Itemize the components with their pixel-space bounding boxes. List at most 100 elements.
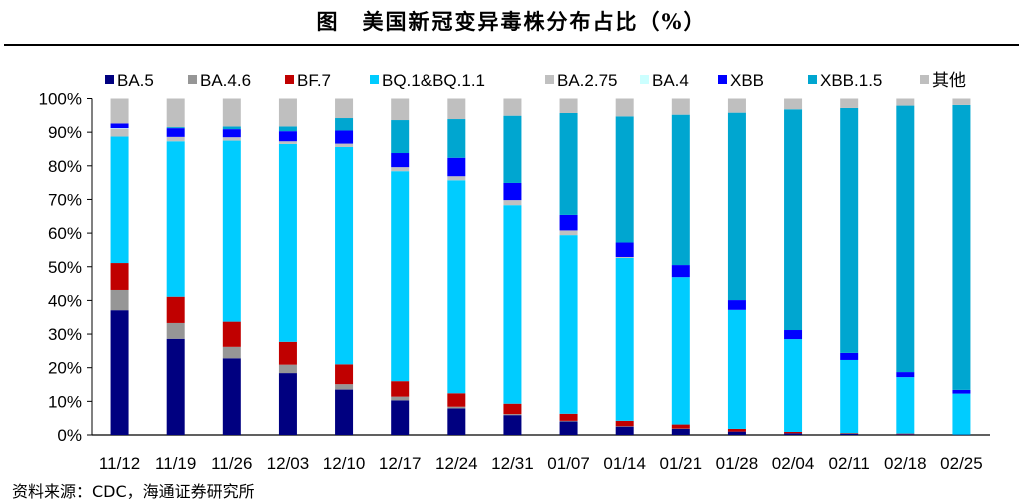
bar-segment--	[896, 98, 915, 106]
bar-segment-bq-1-bq-1-1	[222, 140, 241, 322]
bar-segment-ba-4-6	[559, 420, 578, 422]
bar-segment-bf-7	[615, 420, 634, 427]
bar-segment-bf-7	[278, 341, 297, 365]
bar-segment-bf-7	[110, 263, 129, 290]
legend-swatch	[808, 75, 817, 84]
bar-segment-ba-5	[615, 426, 634, 435]
legend-label: BA.2.75	[557, 71, 618, 90]
legend-swatch	[105, 75, 114, 84]
legend-label: BQ.1&BQ.1.1	[382, 71, 485, 90]
bar-segment-bf-7	[727, 428, 746, 432]
bar-segment-ba-2-75	[110, 128, 129, 137]
y-tick-label: 80%	[48, 157, 82, 176]
x-tick-label: 01/21	[660, 454, 703, 473]
bar-segment-ba-4-6	[391, 396, 410, 401]
bar-segment-bf-7	[391, 381, 410, 397]
y-tick-label: 10%	[48, 392, 82, 411]
x-tick-label: 02/25	[940, 454, 983, 473]
bar-segment-ba-5	[166, 338, 185, 435]
legend-swatch	[718, 75, 727, 84]
bar-segment-xbb-1-5	[166, 127, 185, 129]
bar-segment-bq-1-bq-1-1	[671, 277, 690, 425]
bar-segment--	[559, 98, 578, 113]
bar-segment-bq-1-bq-1-1	[784, 339, 803, 432]
bar-segment-bf-7	[335, 364, 354, 385]
bar-segment--	[671, 98, 690, 115]
y-tick-label: 100%	[39, 90, 82, 109]
bar-segment-bq-1-bq-1-1	[503, 205, 522, 404]
bar-segment--	[391, 98, 410, 121]
legend-swatch	[188, 75, 197, 84]
bar-segment-xbb-1-5	[222, 126, 241, 130]
bar-segment-ba-5	[896, 434, 915, 435]
y-tick-label: 20%	[48, 359, 82, 378]
bar-segment-bf-7	[166, 296, 185, 323]
bar-segment-bf-7	[559, 413, 578, 421]
bar-segment-ba-5	[503, 415, 522, 435]
bar-segment-ba-5	[110, 310, 129, 435]
legend-label: 其他	[932, 71, 966, 90]
bar-segment-xbb-1-5	[335, 118, 354, 131]
x-tick-label: 11/12	[99, 454, 140, 473]
bar-segment-ba-4-6	[222, 346, 241, 359]
bar-segment-ba-2-75	[278, 141, 297, 144]
bar-segment-xbb-1-5	[615, 116, 634, 243]
bar-segment-ba-4-6	[447, 406, 466, 409]
bar-segment-bq-1-bq-1-1	[278, 143, 297, 342]
x-tick-label: 12/24	[435, 454, 478, 473]
bar-segment-ba-4-6	[278, 364, 297, 374]
bar-segment-bq-1-bq-1-1	[335, 146, 354, 365]
x-tick-label: 12/17	[379, 454, 422, 473]
bar-segment-xbb	[222, 129, 241, 138]
bar-segment-xbb	[391, 153, 410, 168]
bar-segment--	[615, 98, 634, 117]
legend-swatch	[545, 75, 554, 84]
bar-segment--	[335, 98, 354, 119]
y-tick-label: 0%	[57, 426, 82, 445]
bar-segment-bf-7	[503, 403, 522, 415]
legend-swatch	[370, 75, 379, 84]
y-tick-label: 70%	[48, 190, 82, 209]
bar-segment-ba-2-75	[559, 230, 578, 236]
y-tick-label: 90%	[48, 123, 82, 142]
bar-segment--	[784, 98, 803, 110]
x-tick-label: 02/04	[772, 454, 815, 473]
bar-segment--	[840, 98, 859, 108]
bar-segment-ba-5	[278, 373, 297, 435]
y-tick-label: 40%	[48, 291, 82, 310]
bar-segment--	[222, 98, 241, 127]
bar-segment-ba-5	[671, 428, 690, 435]
bar-segment-xbb-1-5	[896, 105, 915, 373]
y-tick-label: 30%	[48, 325, 82, 344]
bar-segment-xbb	[278, 131, 297, 142]
bar-segment-xbb	[447, 157, 466, 177]
legend-label: XBB	[730, 71, 764, 90]
x-tick-label: 11/26	[211, 454, 252, 473]
bar-segment-bq-1-bq-1-1	[952, 393, 971, 435]
x-tick-label: 01/14	[603, 454, 646, 473]
bar-segment-xbb	[840, 352, 859, 360]
bar-segment-bq-1-bq-1-1	[840, 359, 859, 434]
legend-label: XBB.1.5	[820, 71, 882, 90]
bar-segment--	[447, 98, 466, 120]
x-tick-label: 12/03	[267, 454, 310, 473]
bar-segment-ba-4-6	[503, 414, 522, 416]
bar-segment-xbb	[671, 265, 690, 278]
title-divider	[4, 44, 1019, 46]
source-note: 资料来源：CDC，海通证券研究所	[12, 482, 255, 501]
bar-segment-xbb	[784, 330, 803, 340]
bar-segment-xbb-1-5	[391, 120, 410, 154]
x-tick-label: 02/11	[829, 454, 870, 473]
bar-segment-ba-2-75	[222, 137, 241, 141]
bar-segment-bf-7	[784, 431, 803, 434]
bar-segment--	[166, 98, 185, 128]
bar-segment-bf-7	[896, 433, 915, 435]
legend-label: BA.4.6	[200, 71, 251, 90]
bar-segment-ba-2-75	[166, 136, 185, 142]
bar-segment-xbb-1-5	[447, 119, 466, 158]
bar-segment-ba-5	[222, 358, 241, 435]
bar-segment-xbb-1-5	[278, 126, 297, 132]
bar-segment-bq-1-bq-1-1	[391, 171, 410, 382]
